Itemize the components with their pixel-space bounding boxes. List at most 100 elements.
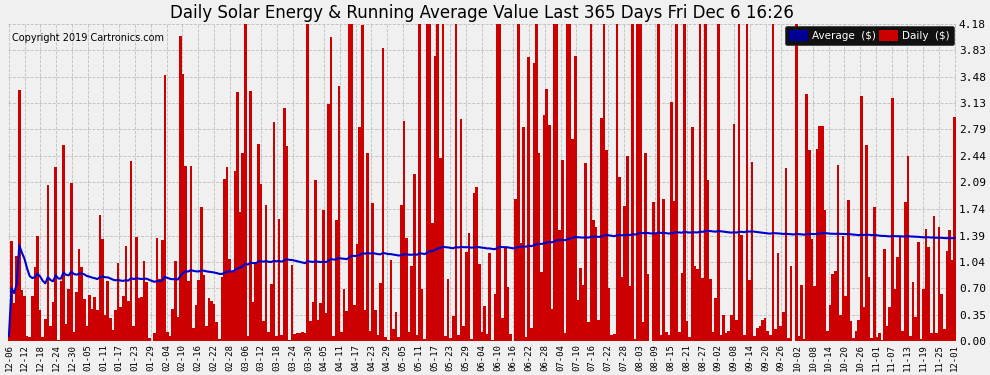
Bar — [446, 279, 449, 341]
Bar — [270, 284, 272, 341]
Bar — [138, 298, 141, 341]
Bar — [915, 316, 917, 341]
Bar — [536, 24, 538, 341]
Bar — [761, 320, 763, 341]
Bar — [67, 289, 70, 341]
Bar — [881, 340, 883, 341]
Bar — [216, 322, 218, 341]
Bar — [21, 291, 23, 341]
Bar — [683, 24, 686, 341]
Bar — [31, 296, 34, 341]
Bar — [358, 127, 361, 341]
Bar — [738, 24, 741, 341]
Bar — [278, 219, 280, 341]
Bar — [286, 146, 288, 341]
Bar — [584, 163, 587, 341]
Bar — [792, 340, 795, 341]
Bar — [709, 279, 712, 341]
Bar — [91, 309, 93, 341]
Bar — [787, 338, 790, 341]
Bar — [168, 336, 171, 341]
Bar — [224, 179, 226, 341]
Bar — [459, 119, 462, 341]
Bar — [715, 298, 717, 341]
Bar — [883, 249, 886, 341]
Bar — [141, 297, 143, 341]
Bar — [210, 301, 213, 341]
Bar — [390, 260, 392, 341]
Bar — [512, 340, 515, 341]
Bar — [639, 24, 642, 341]
Bar — [189, 166, 192, 341]
Bar — [80, 267, 83, 341]
Bar — [432, 223, 434, 341]
Bar — [408, 332, 411, 341]
Bar — [395, 312, 397, 341]
Bar — [343, 289, 346, 341]
Bar — [867, 276, 870, 341]
Bar — [873, 207, 875, 341]
Bar — [187, 281, 189, 341]
Bar — [790, 266, 792, 341]
Bar — [480, 333, 483, 341]
Bar — [736, 320, 738, 341]
Bar — [928, 247, 930, 341]
Bar — [405, 238, 408, 341]
Bar — [112, 330, 114, 341]
Bar — [862, 308, 865, 341]
Bar — [558, 230, 561, 341]
Bar — [234, 171, 237, 341]
Bar — [174, 261, 176, 341]
Bar — [259, 184, 262, 341]
Bar — [590, 24, 592, 341]
Bar — [563, 333, 566, 341]
Bar — [904, 202, 907, 341]
Bar — [499, 24, 501, 341]
Bar — [366, 153, 369, 341]
Bar — [307, 24, 309, 341]
Bar — [632, 24, 634, 341]
Bar — [348, 24, 350, 341]
Bar — [704, 24, 707, 341]
Bar — [272, 122, 275, 341]
Bar — [930, 333, 933, 341]
Bar — [23, 296, 26, 341]
Bar — [909, 336, 912, 341]
Bar — [846, 200, 849, 341]
Bar — [85, 326, 88, 341]
Bar — [424, 339, 426, 341]
Bar — [29, 336, 31, 341]
Bar — [777, 253, 779, 341]
Bar — [231, 272, 234, 341]
Bar — [688, 337, 691, 341]
Bar — [504, 248, 507, 341]
Bar — [400, 204, 403, 341]
Bar — [667, 335, 670, 341]
Bar — [798, 336, 800, 341]
Bar — [418, 24, 421, 341]
Bar — [670, 102, 673, 341]
Bar — [837, 165, 840, 341]
Bar — [125, 246, 127, 341]
Bar — [659, 334, 662, 341]
Bar — [758, 326, 761, 341]
Bar — [579, 268, 582, 341]
Bar — [543, 115, 545, 341]
Bar — [325, 312, 328, 341]
Bar — [657, 24, 659, 341]
Bar — [725, 333, 728, 341]
Bar — [637, 24, 639, 341]
Bar — [387, 340, 390, 341]
Bar — [805, 93, 808, 341]
Bar — [265, 204, 267, 341]
Bar — [605, 150, 608, 341]
Bar — [784, 168, 787, 341]
Bar — [426, 24, 429, 341]
Bar — [771, 24, 774, 341]
Bar — [886, 327, 888, 341]
Bar — [42, 337, 44, 341]
Bar — [530, 328, 533, 341]
Bar — [854, 331, 857, 341]
Bar — [437, 24, 439, 341]
Bar — [403, 121, 405, 341]
